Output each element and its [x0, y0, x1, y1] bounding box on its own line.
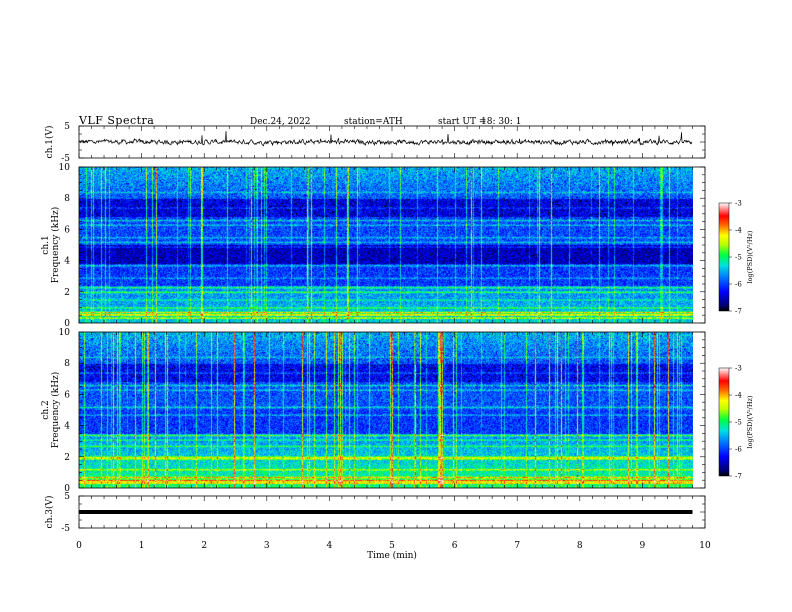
ch2-colorbar-tick-label: -6	[735, 446, 742, 454]
ch1-colorbar-tick-label: -5	[735, 254, 742, 262]
ch1-spectrogram-ytick-label: 6	[64, 225, 70, 235]
ch1-spectrogram-yticklabels: 10 8 6 4 2 0	[59, 163, 71, 329]
ch1-colorbar-tick-label: -6	[735, 281, 742, 289]
ch1-colorbar-tick-label: -7	[735, 308, 742, 316]
ch2-spectrogram-ytick-label: 10	[59, 328, 71, 338]
x-tick-label: 8	[577, 541, 583, 551]
x-axis-tick-labels: 0 1 2 3 4 5 6 7 8 9 10	[76, 541, 711, 551]
ch1-waveform-ticks	[78, 125, 706, 159]
header-start-time: 18: 30: 1	[481, 117, 521, 127]
x-tick-label: 0	[76, 541, 82, 551]
ch2-colorbar-tick-label: -4	[735, 392, 742, 400]
x-tick-label: 5	[389, 541, 395, 551]
header-date: Dec.24, 2022	[250, 117, 311, 127]
ch1-ytick-bottom: -5	[61, 154, 70, 164]
ch2-spectrogram-panel: 10 8 6 4 2 0 ch.2 Frequency (kHz)	[41, 328, 706, 494]
ch1-colorbar-ticks: -3 -4 -5 -6 -7	[729, 200, 742, 316]
x-tick-label: 10	[699, 541, 711, 551]
ch1-spectrogram-image	[79, 167, 693, 323]
ch2-spectrogram-ytick-label: 0	[64, 484, 70, 494]
ch1-spectrogram-ytick-label: 4	[64, 257, 70, 267]
ch1-waveform-ylabel: ch.1(V)	[44, 126, 55, 159]
ch2-colorbar: -3 -4 -5 -6 -7 log(PSD)(V²/Hz)	[718, 365, 754, 481]
ch2-colorbar-tick-label: -7	[735, 473, 742, 481]
ch2-colorbar-tick-label: -3	[735, 365, 742, 373]
ch1-colorbar: -3 -4 -5 -6 -7 log(PSD)(V²/Hz)	[718, 200, 754, 316]
x-tick-label: 3	[264, 541, 270, 551]
ch2-colorbar-tick-label: -5	[735, 419, 742, 427]
header-start-label: start UT =	[438, 117, 486, 127]
figure-title: VLF Spectra	[78, 114, 154, 127]
ch2-spectrogram-image	[79, 332, 693, 488]
ch2-colorbar-label: log(PSD)(V²/Hz)	[746, 395, 754, 448]
x-tick-label: 9	[640, 541, 646, 551]
x-tick-label: 4	[327, 541, 333, 551]
ch2-spectrogram-ticks	[78, 331, 706, 489]
ch1-spectrogram-panel: 10 8 6 4 2 0 ch.1 Frequency (kHz)	[41, 163, 706, 329]
ch1-spectrogram-ytick-label: 0	[64, 319, 70, 329]
ch3-waveform-ylabel: ch.3(V)	[44, 496, 55, 529]
x-tick-label: 2	[201, 541, 207, 551]
ch1-spectrogram-ytick-label: 8	[64, 194, 70, 204]
ch2-spectrogram-yticklabels: 10 8 6 4 2 0	[59, 328, 71, 494]
ch1-waveform-trace	[78, 131, 693, 147]
ch1-colorbar-gradient	[718, 202, 730, 312]
ch1-spectrogram-ytick-label: 2	[64, 288, 70, 298]
x-tick-label: 7	[514, 541, 520, 551]
x-tick-label: 6	[452, 541, 458, 551]
ch2-spectrogram-ytick-label: 4	[64, 422, 70, 432]
ch1-spectrogram-ytick-label: 10	[59, 163, 71, 173]
x-axis-label: Time (min)	[367, 550, 417, 561]
ch1-colorbar-label: log(PSD)(V²/Hz)	[746, 230, 754, 283]
ch1-ytick-top: 5	[64, 122, 70, 132]
ch3-ytick-bottom: -5	[61, 524, 70, 534]
ch2-colorbar-ticks: -3 -4 -5 -6 -7	[729, 365, 742, 481]
ch1-spectrogram-ylabel-freq: Frequency (kHz)	[50, 207, 61, 284]
ch1-spectrogram-ylabel: ch.1	[41, 235, 51, 254]
ch3-waveform-ticks	[78, 495, 706, 529]
ch2-spectrogram-ylabel-freq: Frequency (kHz)	[50, 372, 61, 449]
header-station: station=ATH	[344, 117, 403, 127]
ch2-spectrogram-ytick-label: 2	[64, 453, 70, 463]
ch3-ytick-top: 5	[64, 492, 70, 502]
ch3-waveform-panel: 5 -5 ch.3(V)	[44, 492, 706, 534]
ch2-spectrogram-ytick-label: 6	[64, 390, 70, 400]
ch1-spectrogram-ticks	[78, 166, 706, 324]
ch2-spectrogram-ytick-label: 8	[64, 359, 70, 369]
ch1-colorbar-tick-label: -4	[735, 227, 742, 235]
x-tick-label: 1	[139, 541, 145, 551]
ch1-colorbar-tick-label: -3	[735, 200, 742, 208]
ch2-spectrogram-ylabel: ch.2	[41, 400, 51, 419]
ch2-colorbar-gradient	[718, 367, 730, 477]
ch1-waveform-panel: 5 -5 ch.1(V)	[44, 122, 706, 164]
